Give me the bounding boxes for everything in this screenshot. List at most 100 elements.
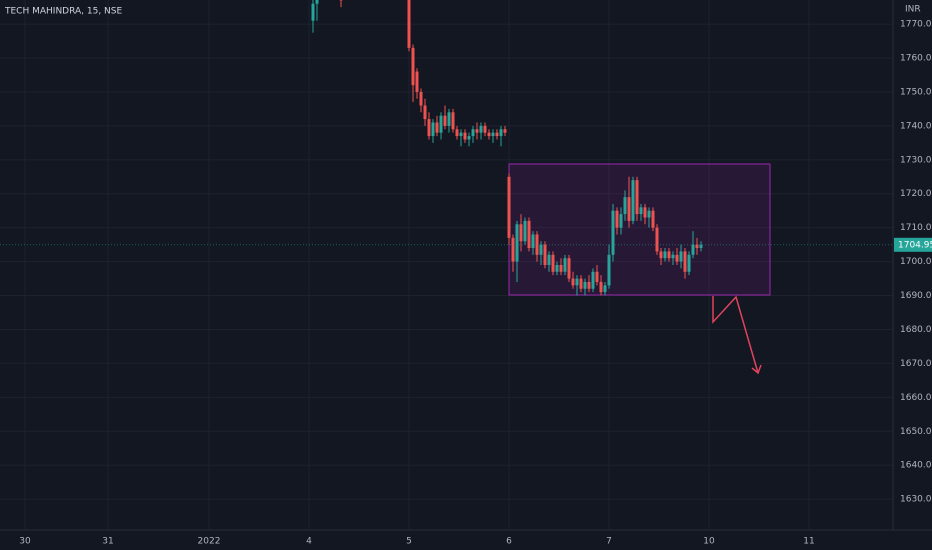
- x-tick-label: 6: [506, 537, 512, 547]
- y-tick-label: 1660.00: [900, 393, 932, 403]
- candle-body: [499, 129, 503, 137]
- x-tick-label: 11: [803, 537, 814, 547]
- candle-body: [527, 220, 531, 249]
- x-tick-label: 2022: [198, 537, 221, 547]
- candle-body: [627, 197, 631, 221]
- y-tick-label: 1680.00: [900, 325, 932, 335]
- candle-body: [415, 71, 419, 92]
- candle-body: [679, 251, 683, 262]
- y-tick-label: 1760.00: [900, 54, 932, 64]
- candle-body: [543, 244, 547, 265]
- y-tick-label: 1710.00: [900, 223, 932, 233]
- candle-body: [515, 224, 519, 262]
- candle-body: [567, 258, 571, 279]
- candle-body: [635, 180, 639, 215]
- candle-body: [615, 210, 619, 228]
- candle-body: [583, 281, 587, 289]
- candle-body: [471, 129, 475, 137]
- candle-body: [447, 112, 451, 126]
- candle-body: [587, 281, 591, 289]
- candle-body: [631, 180, 635, 221]
- candle-body: [555, 265, 559, 272]
- candles: [311, 0, 703, 296]
- candle-body: [435, 122, 439, 133]
- candle-body: [687, 254, 691, 272]
- candle-body: [571, 278, 575, 286]
- x-tick-label: 31: [102, 537, 113, 547]
- candle-body: [459, 132, 463, 137]
- candle-body: [607, 254, 611, 286]
- candle-body: [683, 251, 687, 272]
- candle-body: [455, 129, 459, 137]
- grid: [0, 0, 893, 530]
- candle-body: [551, 254, 555, 272]
- candle-body: [559, 265, 563, 272]
- candle-body: [479, 125, 483, 133]
- axes: 1630.00 1640.00 1650.00 1660.00 1670.00 1680.…: [0, 20, 932, 547]
- candle-body: [659, 251, 663, 259]
- candle-body: [671, 254, 675, 259]
- candle-body: [547, 254, 551, 265]
- y-tick-label: 1630.00: [900, 495, 932, 505]
- candle-body: [579, 278, 583, 289]
- last-price-label: 1704.95: [898, 240, 932, 250]
- candle-body: [663, 251, 667, 259]
- candle-body: [575, 278, 579, 286]
- y-tick-label: 1750.00: [900, 87, 932, 97]
- candle-body: [431, 122, 435, 137]
- candle-body: [691, 244, 695, 255]
- y-tick-label: 1770.00: [900, 20, 932, 30]
- candle-body: [695, 244, 699, 249]
- candle-body: [423, 105, 427, 120]
- y-tick-label: 1690.00: [900, 291, 932, 301]
- y-tick-label: 1640.00: [900, 461, 932, 471]
- candle-body: [655, 227, 659, 252]
- candle-body: [595, 271, 599, 282]
- candle-body: [475, 129, 479, 133]
- x-tick-label: 10: [703, 537, 715, 547]
- candle-body: [675, 254, 679, 262]
- candle-body: [623, 197, 627, 215]
- y-tick-label: 1650.00: [900, 427, 932, 437]
- candle-body: [407, 0, 411, 48]
- candle-body: [315, 0, 319, 4]
- path-arrow: [712, 295, 759, 374]
- candle-body: [419, 91, 423, 106]
- candle-body: [531, 234, 535, 249]
- candle-body: [443, 115, 447, 126]
- y-tick-label: 1720.00: [900, 189, 932, 199]
- y-tick-label: 1740.00: [900, 121, 932, 131]
- candle-body: [619, 214, 623, 228]
- candle-body: [439, 115, 443, 133]
- candle-body: [699, 244, 703, 249]
- candle-body: [647, 210, 651, 218]
- candle-body: [563, 258, 567, 272]
- candle-body: [511, 237, 515, 262]
- candle-body: [311, 3, 315, 21]
- candle-body: [591, 271, 595, 289]
- candle-body: [611, 210, 615, 255]
- candle-body: [487, 132, 491, 137]
- candle-body: [467, 136, 471, 140]
- last-price-badge: [894, 237, 932, 252]
- candle-body: [427, 119, 431, 137]
- x-tick-label: 5: [406, 537, 412, 547]
- candle-body: [503, 129, 507, 133]
- candle-body: [667, 251, 671, 259]
- candle-body: [651, 210, 655, 228]
- candle-body: [643, 207, 647, 218]
- candle-body: [603, 285, 607, 293]
- candle-body: [599, 281, 603, 293]
- y-tick-label: 1700.00: [900, 257, 932, 267]
- x-tick-label: 7: [606, 537, 612, 547]
- candle-body: [495, 132, 499, 137]
- candle-body: [411, 47, 415, 86]
- y-tick-label: 1670.00: [900, 359, 932, 369]
- candle-body: [539, 244, 543, 255]
- candle-body: [639, 207, 643, 215]
- currency-label: INR: [905, 5, 921, 15]
- candle-body: [507, 176, 511, 238]
- candle-body: [451, 112, 455, 130]
